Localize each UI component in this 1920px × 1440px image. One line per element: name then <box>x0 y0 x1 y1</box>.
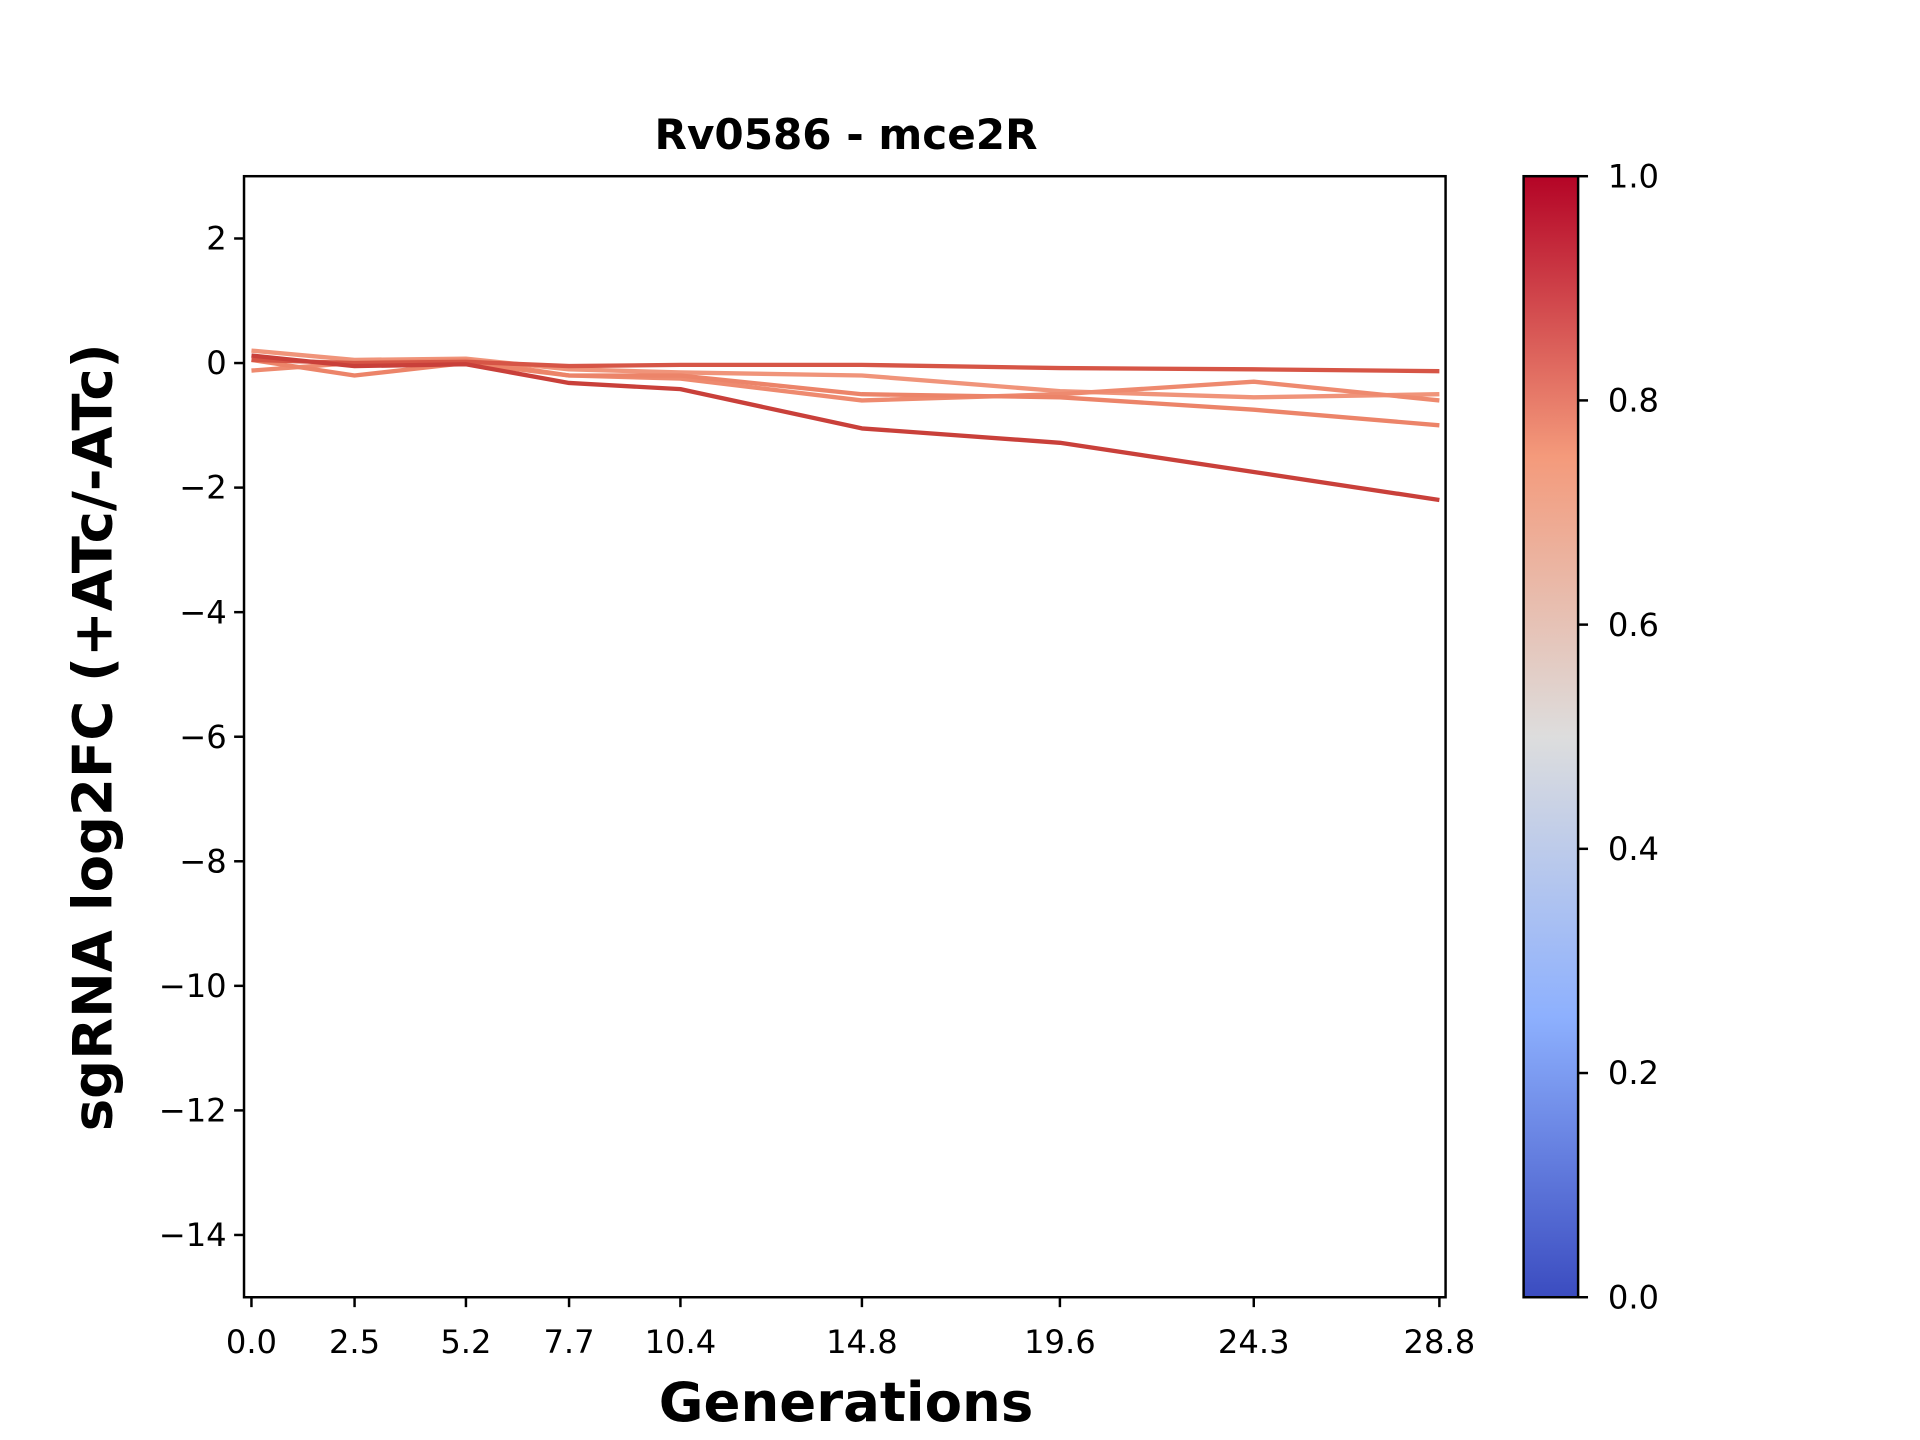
colorbar-axis: 0.0 0.2 0.4 0.6 0.8 1.0 <box>1578 157 1659 1316</box>
y-tick-label: −6 <box>179 718 226 756</box>
y-axis-label: sgRNA log2FC (+ATc/-ATc) <box>60 343 124 1131</box>
series-line-5 <box>251 353 1440 503</box>
x-tick-label: 14.8 <box>826 1323 898 1361</box>
x-tick-label: 5.2 <box>440 1323 491 1361</box>
x-tick-label: 0.0 <box>226 1323 277 1361</box>
series-line-3 <box>251 357 1440 428</box>
x-axis: 0.0 2.5 5.2 7.7 10.4 14.8 19.6 24.3 28.8 <box>226 1297 1475 1361</box>
x-tick-label: 24.3 <box>1218 1323 1290 1361</box>
colorbar-tick-label: 0.6 <box>1608 606 1659 644</box>
y-axis: 2 0 −2 −4 −6 −8 −10 −12 −14 <box>159 220 245 1254</box>
chart-title: Rv0586 - mce2R <box>655 110 1038 159</box>
y-tick-label: 0 <box>206 344 226 382</box>
colorbar-tick-label: 0.0 <box>1608 1278 1659 1316</box>
series-line-1 <box>251 348 1440 400</box>
y-tick-label: −12 <box>159 1092 227 1130</box>
x-tick-label: 7.7 <box>543 1323 594 1361</box>
colorbar <box>1522 174 1580 1299</box>
series-line-4 <box>251 357 1440 374</box>
y-tick-label: −14 <box>159 1216 227 1254</box>
colorbar-tick-label: 0.4 <box>1608 830 1659 868</box>
plot-frame <box>242 174 1447 1299</box>
colorbar-tick-label: 0.8 <box>1608 382 1659 420</box>
x-axis-label: Generations <box>659 1370 1034 1434</box>
y-tick-label: −2 <box>179 469 226 507</box>
series-lines <box>251 348 1440 503</box>
colorbar-tick-label: 1.0 <box>1608 157 1659 195</box>
y-tick-label: −4 <box>179 593 226 631</box>
x-tick-label: 10.4 <box>645 1323 717 1361</box>
y-tick-label: 2 <box>206 220 226 258</box>
colorbar-tick-label: 0.2 <box>1608 1054 1659 1092</box>
y-tick-label: −10 <box>159 967 227 1005</box>
y-tick-label: −8 <box>179 842 226 880</box>
x-tick-label: 28.8 <box>1404 1323 1476 1361</box>
x-tick-label: 19.6 <box>1024 1323 1096 1361</box>
x-tick-label: 2.5 <box>329 1323 380 1361</box>
